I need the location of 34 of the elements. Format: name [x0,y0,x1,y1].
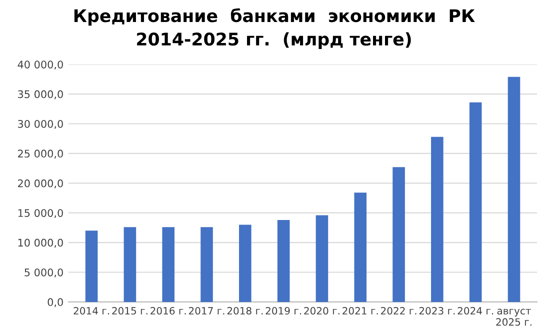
y-tick-label: 40 000,0 [18,60,63,70]
x-tick-label: 2023 г. [419,306,455,315]
bar [469,102,482,302]
bar [200,227,213,302]
chart-title: Кредитование банками экономики РК 2014-2025 гг. (млрд тенге) [74,8,475,50]
x-tick-label: 2018 г. [227,306,263,315]
y-tick-label: 35 000,0 [18,90,63,100]
x-tick-label: 2016 г. [150,306,186,315]
y-tick-label: 0,0 [48,298,63,308]
bar [431,136,444,302]
x-tick-label: 2021 г. [342,306,378,315]
y-tick-label: 30 000,0 [18,120,63,129]
x-tick-label: 2017 г. [188,306,224,315]
y-tick-label: 10 000,0 [18,238,63,248]
x-tick-label: 2015 г. [112,306,148,315]
y-tick-label: 15 000,0 [18,209,63,218]
bar [277,220,290,302]
y-tick-label: 25 000,0 [18,150,63,159]
y-tick-label: 20 000,0 [18,179,63,188]
x-tick-label: 2019 г. [266,306,302,315]
bar [124,227,136,302]
bar [239,224,252,302]
x-tick-label: август 2025 г. [496,308,532,326]
x-tick-label: 2014 г. [74,306,109,315]
y-tick-label: 5 000,0 [24,268,63,278]
x-tick-label: 2024 г. [458,306,494,315]
bar [162,227,174,302]
x-tick-label: 2020 г. [304,306,340,315]
x-tick-label: 2022 г. [380,306,416,315]
bar [354,192,367,302]
bar [392,167,405,302]
bar [316,215,328,302]
bar [508,76,520,302]
bar [85,230,98,302]
